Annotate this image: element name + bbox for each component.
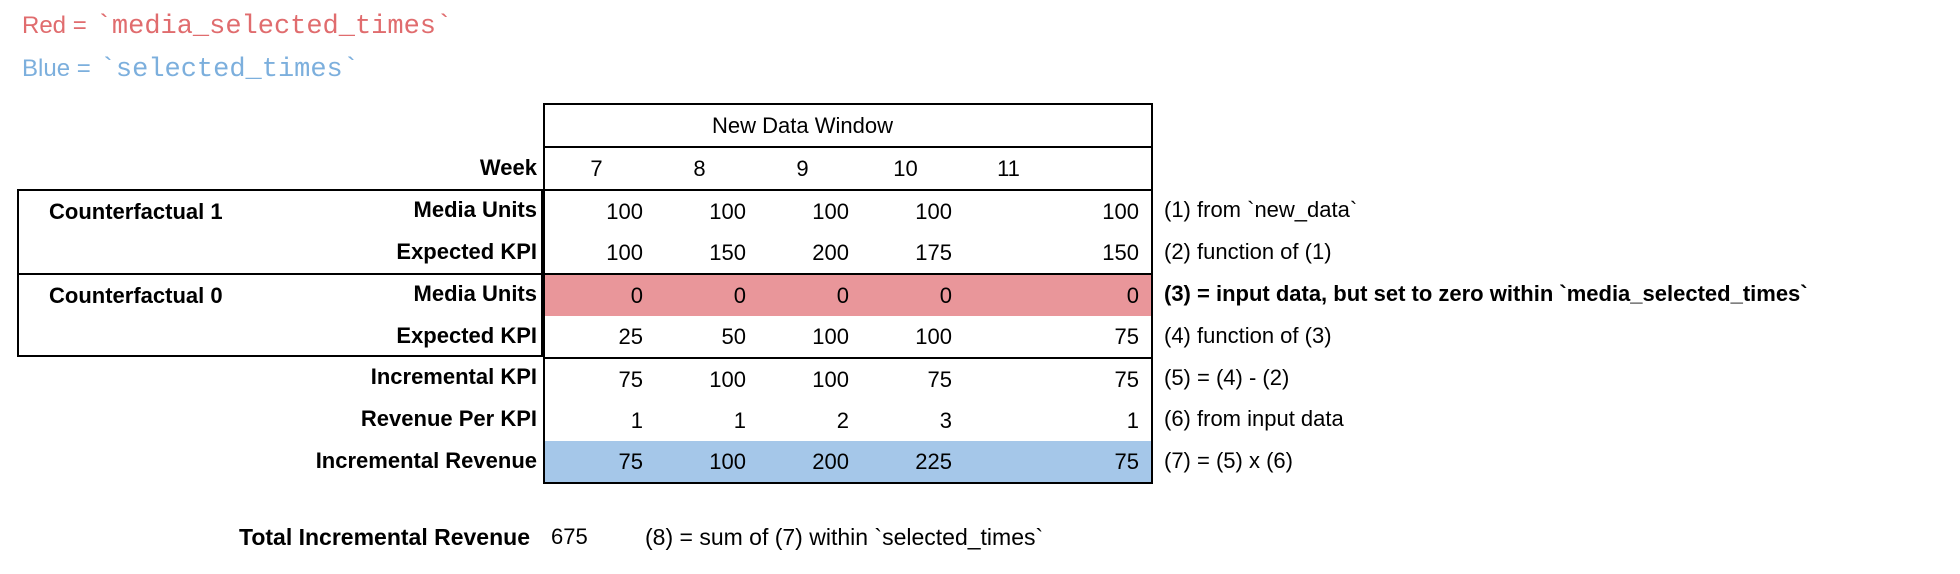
table-cell: 100	[709, 448, 746, 474]
week-header-row: 7 8 9 10 11	[545, 148, 1151, 191]
counterfactual-box: Counterfactual 1 Counterfactual 0	[17, 189, 543, 357]
table-cell: 200	[812, 239, 849, 265]
legend-red-line: Red = `media_selected_times`	[22, 12, 452, 55]
table-cell: 1	[630, 407, 643, 433]
row-label-expected-kpi-cf0: Expected KPI	[396, 322, 537, 348]
row-label-media-units-cf0: Media Units	[413, 280, 537, 306]
legend-red-label: Red =	[22, 12, 87, 39]
table-cell: 3	[939, 407, 952, 433]
table-row-media-units-cf1: 100 100 100 100 100	[545, 191, 1151, 232]
table-cell: 100	[606, 239, 643, 265]
total-row: Total Incremental Revenue 675 (8) = sum …	[0, 516, 1960, 558]
table-cell: 0	[733, 282, 746, 308]
legend-red-code: `media_selected_times`	[95, 12, 453, 42]
table-cell: 0	[836, 282, 849, 308]
table-cell: 100	[1102, 198, 1139, 224]
annotation-2: (2) function of (1)	[1164, 238, 1332, 264]
week-row-label: Week	[479, 154, 537, 180]
table-cell: 175	[915, 239, 952, 265]
row-labels: Week Media Units Expected KPI Media Unit…	[0, 147, 537, 482]
table-row-incremental-kpi: 75 100 100 75 75	[545, 359, 1151, 400]
table-cell: 25	[618, 323, 643, 349]
annotation-7: (7) = (5) x (6)	[1164, 448, 1293, 474]
table-cell: 50	[721, 323, 746, 349]
week-cell: 10	[893, 155, 918, 181]
table-cell: 100	[915, 198, 952, 224]
row-label-media-units-cf1: Media Units	[413, 196, 537, 222]
table-cell: 100	[812, 323, 849, 349]
annotation-6: (6) from input data	[1164, 406, 1344, 432]
week-cell: 11	[997, 155, 1020, 181]
table-cell: 150	[1102, 239, 1139, 265]
legend: Red = `media_selected_times` Blue = `sel…	[22, 12, 452, 98]
table-cell: 100	[709, 198, 746, 224]
table-cell: 100	[812, 198, 849, 224]
week-row-filler	[1060, 148, 1151, 189]
table-cell: 75	[1114, 366, 1139, 392]
table-cell: 0	[630, 282, 643, 308]
table-cell: 0	[939, 282, 952, 308]
table-row-expected-kpi-cf0: 25 50 100 100 75	[545, 316, 1151, 359]
window-header-filler	[1060, 105, 1151, 146]
data-table: New Data Window 7 8 9 10 11 100 100 100 …	[543, 103, 1153, 484]
annotation-8: (8) = sum of (7) within `selected_times`	[645, 523, 1044, 550]
table-cell: 0	[1126, 282, 1139, 308]
total-label: Total Incremental Revenue	[239, 523, 530, 550]
week-cell: 7	[590, 155, 603, 181]
table-cell: 150	[709, 239, 746, 265]
week-cell: 9	[796, 155, 809, 181]
table-cell: 100	[915, 323, 952, 349]
table-cell: 75	[927, 366, 952, 392]
counterfactual-1-label: Counterfactual 1	[49, 199, 223, 224]
table-cell: 1	[1126, 407, 1139, 433]
legend-blue-code: `selected_times`	[99, 55, 359, 85]
counterfactual-divider	[19, 273, 541, 275]
week-cell: 8	[693, 155, 706, 181]
window-header-cell: New Data Window	[712, 112, 893, 138]
table-row-revenue-per-kpi: 1 1 2 3 1	[545, 400, 1151, 441]
table-cell: 100	[812, 366, 849, 392]
table-cell: 75	[618, 366, 643, 392]
legend-blue-label: Blue =	[22, 55, 91, 82]
legend-blue-line: Blue = `selected_times`	[22, 55, 452, 98]
annotation-5: (5) = (4) - (2)	[1164, 364, 1290, 390]
table-cell: 75	[1114, 323, 1139, 349]
window-header-row: New Data Window	[545, 105, 1151, 148]
table-cell: 100	[606, 198, 643, 224]
table-cell: 100	[709, 366, 746, 392]
table-cell: 200	[812, 448, 849, 474]
table-cell: 1	[733, 407, 746, 433]
annotation-3: (3) = input data, but set to zero within…	[1164, 280, 1808, 306]
table-row-expected-kpi-cf1: 100 150 200 175 150	[545, 232, 1151, 275]
table-row-media-units-cf0-highlighted-red: 0 0 0 0 0	[545, 275, 1151, 316]
row-label-expected-kpi-cf1: Expected KPI	[396, 238, 537, 264]
annotation-4: (4) function of (3)	[1164, 322, 1332, 348]
table-cell: 75	[1114, 448, 1139, 474]
annotations: (1) from `new_data` (2) function of (1) …	[1164, 189, 1808, 482]
total-value: 675	[551, 524, 588, 549]
row-label-incremental-kpi: Incremental KPI	[370, 364, 537, 390]
table-cell: 225	[915, 448, 952, 474]
row-label-incremental-revenue: Incremental Revenue	[315, 448, 537, 474]
table-cell: 2	[836, 407, 849, 433]
table-cell: 75	[618, 448, 643, 474]
table-row-incremental-revenue-highlighted-blue: 75 100 200 225 75	[545, 441, 1151, 482]
counterfactual-0-label: Counterfactual 0	[49, 283, 223, 308]
row-label-revenue-per-kpi: Revenue Per KPI	[360, 406, 537, 432]
annotation-1: (1) from `new_data`	[1164, 196, 1358, 222]
